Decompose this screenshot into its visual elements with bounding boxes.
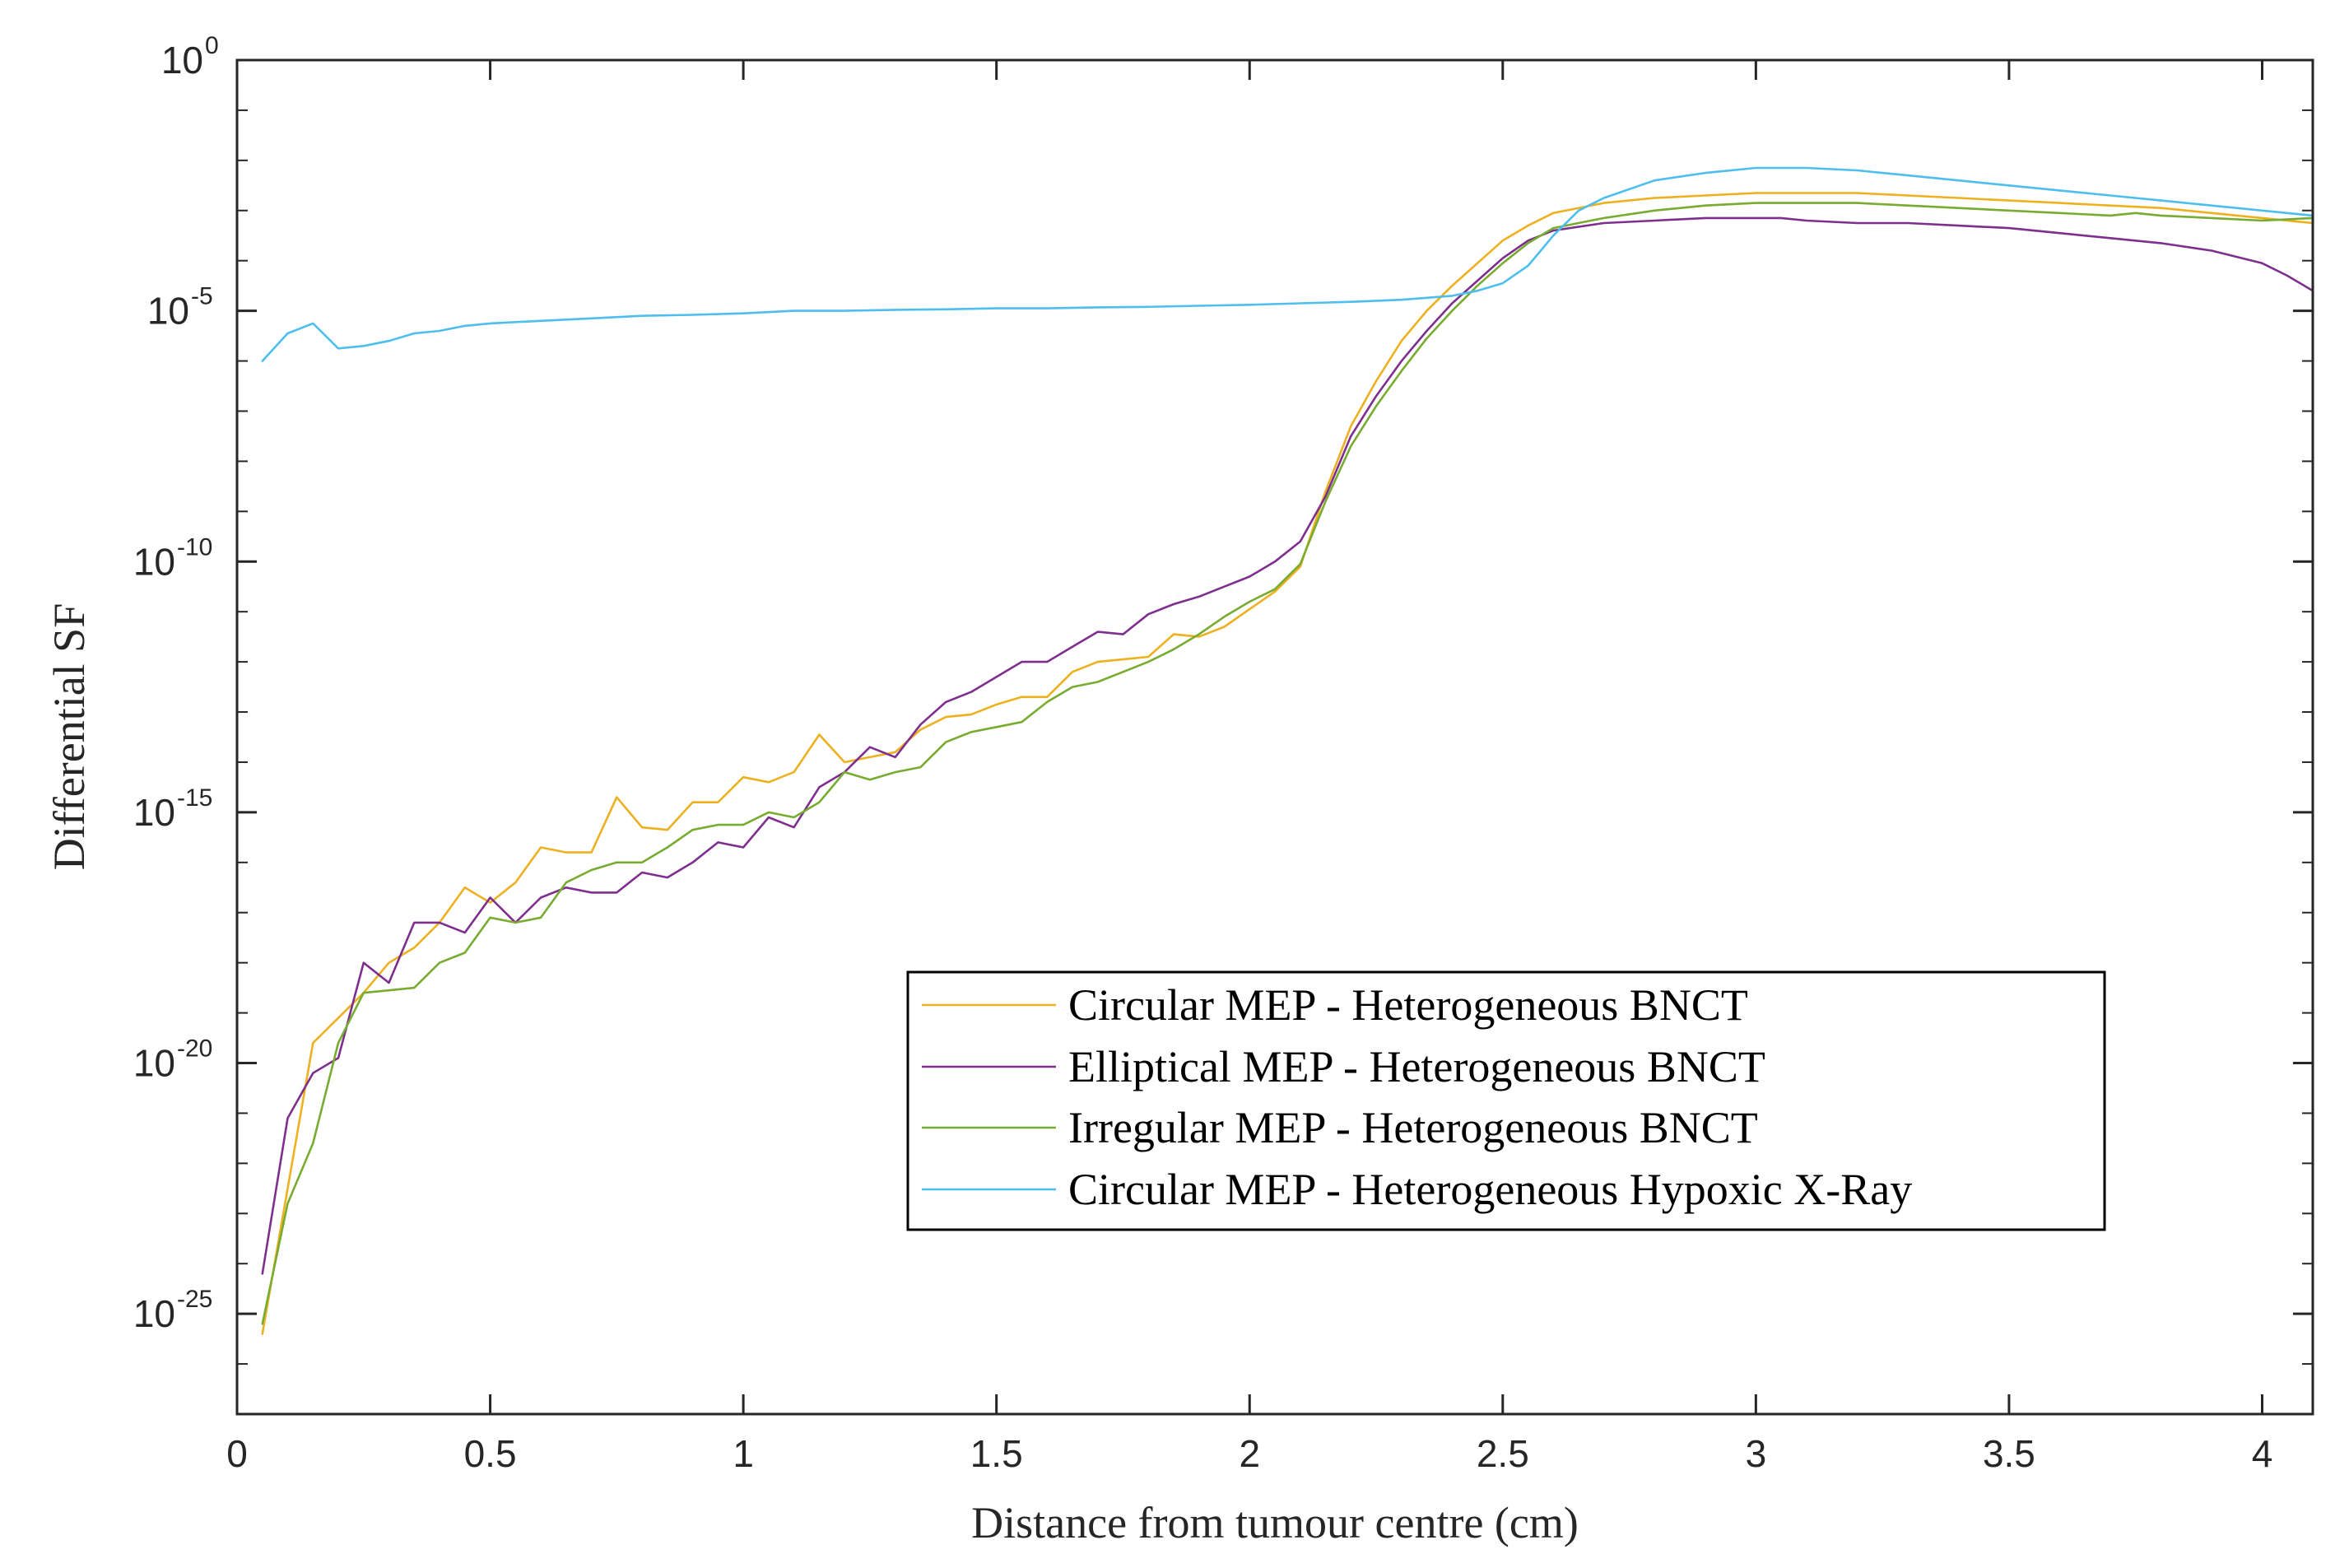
legend-entries: Circular MEP - Heterogeneous BNCT Ellipti…	[922, 980, 1912, 1214]
y-tick-label: 10 -5	[147, 283, 213, 333]
y-tick-label: 10 -15	[133, 784, 213, 834]
y-tick-label-exponent: -20	[177, 1035, 212, 1063]
y-tick-label: 10 -10	[133, 533, 213, 583]
x-axis-label: Distance from tumour centre (cm)	[971, 1498, 1579, 1547]
series-line-3	[261, 202, 2313, 1325]
x-tick-label: 1	[733, 1432, 754, 1475]
y-tick-label: 10 -20	[133, 1035, 213, 1085]
y-tick-label-exponent: -15	[177, 784, 212, 812]
series-line-4	[261, 166, 2313, 362]
y-tick-label-exponent: -25	[177, 1286, 212, 1313]
legend-label-2: Elliptical MEP - Heterogeneous BNCT	[1068, 1042, 1765, 1091]
x-tick-label: 2.5	[1477, 1432, 1529, 1475]
x-tick-label: 3.5	[1983, 1432, 2035, 1475]
y-tick-label-exponent: -5	[191, 283, 213, 310]
y-tick-label-base: 10	[147, 290, 189, 333]
series-line-2	[261, 216, 2313, 1275]
y-tick-label-base: 10	[133, 540, 175, 583]
y-tick-label-base: 10	[133, 791, 175, 834]
axes-box	[235, 58, 2314, 1416]
x-tick-label: 0.5	[464, 1432, 517, 1475]
y-axis-label: Differential SF	[44, 603, 94, 870]
y-tick-label-base: 10	[133, 1292, 175, 1335]
legend-label-1: Circular MEP - Heterogeneous BNCT	[1068, 980, 1748, 1030]
x-tick-label: 0	[226, 1432, 248, 1475]
y-tick-label-base: 10	[161, 39, 203, 81]
x-tick-label: 3	[1746, 1432, 1767, 1475]
y-tick-label-base: 10	[133, 1042, 175, 1085]
y-tick-label: 10 0	[161, 32, 219, 81]
y-tick-label: 10 -25	[133, 1286, 213, 1335]
legend-label-3: Irregular MEP - Heterogeneous BNCT	[1068, 1103, 1758, 1152]
legend-box	[906, 970, 2106, 1231]
legend-label-4: Circular MEP - Heterogeneous Hypoxic X-R…	[1068, 1165, 1912, 1214]
x-tick-label: 1.5	[970, 1432, 1023, 1475]
x-tick-label: 4	[2252, 1432, 2273, 1475]
x-tick-label: 2	[1239, 1432, 1260, 1475]
series-layer	[261, 166, 2313, 1335]
y-tick-label-exponent: -10	[177, 533, 212, 561]
y-tick-label-exponent: 0	[205, 32, 219, 59]
series-line-1	[261, 192, 2313, 1335]
legend: Circular MEP - Heterogeneous BNCT Ellipti…	[906, 970, 2106, 1231]
